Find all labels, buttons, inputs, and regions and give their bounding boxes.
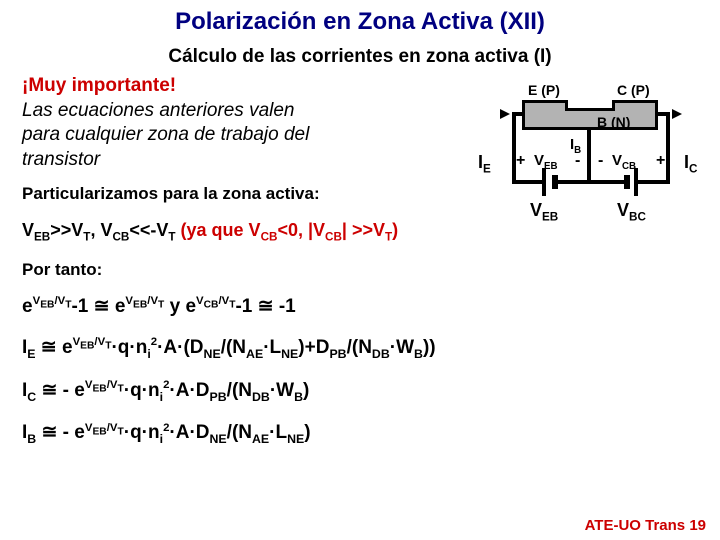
base-lead — [587, 130, 591, 148]
ie-arrow-icon — [500, 109, 510, 119]
wire-to-base — [558, 180, 589, 184]
transistor-diagram: E (P) C (P) B (N) IE IC IB VEB VCB + - -… — [452, 90, 702, 250]
formula-ib: IB ≅ - eVEB/VT·q·ni2·A·DNE/(NAE·LNE) — [0, 421, 720, 446]
label-c: C (P) — [617, 82, 650, 98]
por-tanto: Por tanto: — [0, 259, 720, 281]
ic-arrow-icon — [672, 109, 682, 119]
base-down — [587, 148, 591, 182]
label-vbc-src: VBC — [617, 200, 646, 224]
label-e: E (P) — [528, 82, 560, 98]
wire-base-r — [589, 180, 624, 184]
vcb-minus: - — [598, 152, 603, 170]
veb-bat-long — [542, 168, 546, 196]
label-veb: VEB — [534, 152, 558, 172]
label-ic: IC — [684, 152, 697, 176]
formula-exp-approx: eVEB/VT-1 ≅ eVEB/VT y eVCB/VT-1 ≅ -1 — [0, 295, 720, 318]
page-title: Polarización en Zona Activa (XII) — [0, 0, 720, 36]
footer-label: ATE-UO Trans 19 — [585, 517, 706, 534]
label-veb-src: VEB — [530, 200, 558, 224]
formula-ie: IE ≅ eVEB/VT·q·ni2·A·(DNE/(NAE·LNE)+DPB/… — [0, 336, 720, 361]
label-ie: IE — [478, 152, 491, 176]
label-b: B (N) — [597, 114, 630, 130]
label-vcb: VCB — [612, 152, 636, 172]
intro-line-1: Las ecuaciones anteriores valen — [22, 100, 295, 121]
intro-line-3: transistor — [22, 149, 100, 170]
formula-ic: IC ≅ - eVEB/VT·q·ni2·A·DPB/(NDB·WB) — [0, 379, 720, 404]
vbc-bat-short — [624, 175, 630, 189]
intro-line-2: para cualquier zona de trabajo del — [22, 124, 309, 145]
vcb-plus: + — [656, 152, 665, 170]
veb-plus: + — [516, 152, 525, 170]
wire-e-bottom — [512, 180, 542, 184]
collector-lead-v — [666, 112, 670, 182]
emitter-lead-v — [512, 112, 516, 182]
veb-minus: - — [575, 152, 580, 170]
emitter-block — [522, 100, 568, 130]
important-label: ¡Muy importante! — [22, 75, 176, 96]
wire-c-bottom — [638, 180, 670, 184]
subtitle: Cálculo de las corrientes en zona activa… — [0, 46, 720, 68]
